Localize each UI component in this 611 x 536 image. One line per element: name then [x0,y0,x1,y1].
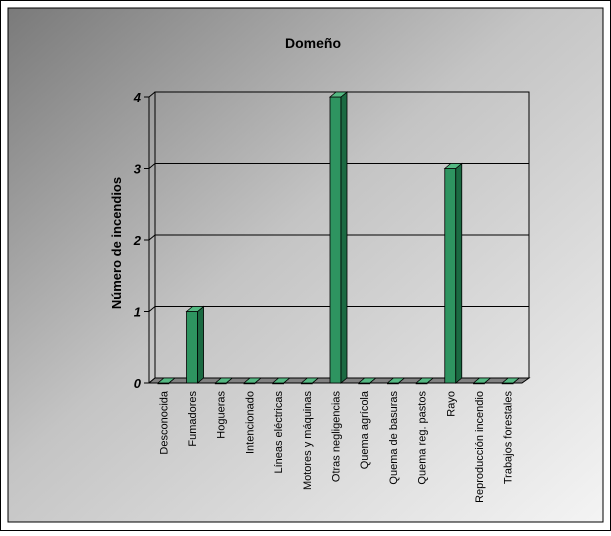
x-tick-label: Quema agrícola [359,390,371,469]
plot-area: 0 1 2 3 4 Desconocida Fumadores Hogueras Intenci… [133,90,531,503]
x-tick-label: Intencionado [244,391,256,454]
bar-side [455,162,463,384]
y-tick-label: 3 [134,162,142,177]
bar-top [185,306,205,312]
bar-top [472,377,492,384]
x-tick-label: Rayo [445,391,457,417]
gridline-connector [148,306,156,312]
bar-top [501,377,521,384]
bar-top [443,163,463,169]
x-tick-label: Otras negligencias [331,391,343,483]
bar [186,311,198,384]
chart-inner-background [7,7,604,523]
x-tick-label: Trabajos forestales [503,391,515,485]
y-axis-label: Número de incendios [109,177,124,309]
bar-top [156,377,176,384]
bar-top [386,377,406,384]
y-tick-label: 2 [133,233,142,248]
bar-top [328,91,349,98]
bar-top [271,377,291,384]
bar-side [340,91,348,384]
x-tick-label: Quema reg. pastos [417,391,429,485]
bar-top [300,377,320,384]
y-tick-label: 4 [133,90,142,105]
chart-title: Domeño [285,35,341,51]
x-tick-label: Fumadores [187,391,199,447]
gridline-connector [148,91,156,98]
y-tick-label: 0 [134,376,142,391]
x-tick-label: Desconocida [158,390,170,454]
y-tick-label: 1 [134,305,141,320]
bar-top [242,377,263,384]
bar [329,96,342,384]
bar-top [214,377,234,384]
x-tick-label: Motores y máquinas [302,391,314,491]
x-tick-label: Quema de basuras [388,391,400,485]
bar-top [414,377,435,384]
gridline-connector [148,163,156,169]
gridline-connector [148,234,156,241]
x-tick-label: Reproducción incendio [474,391,486,503]
x-tick-label: Líneas eléctricas [273,391,285,474]
bar-top [357,377,377,384]
bar-side [197,305,204,384]
x-tick-label: Hogueras [216,391,228,439]
bar [444,168,457,384]
